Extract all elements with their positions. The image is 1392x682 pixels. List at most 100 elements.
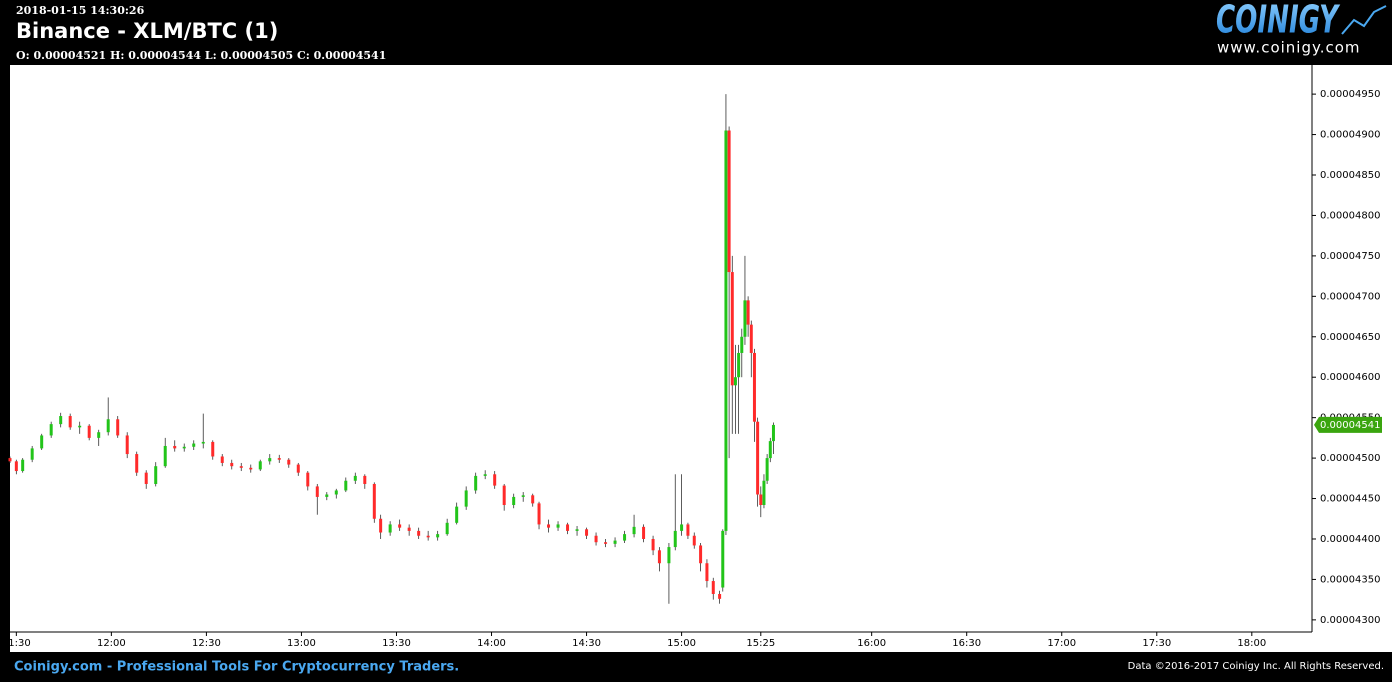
candle-body <box>436 534 440 538</box>
y-tick-label: 0.00004450 <box>1320 494 1380 505</box>
plot-area <box>10 65 1392 652</box>
candle-body <box>531 495 535 504</box>
y-tick-label: 0.00004350 <box>1320 574 1380 585</box>
candle-body <box>258 461 262 470</box>
candle-body <box>239 466 243 468</box>
x-tick-label: 18:00 <box>1237 638 1266 649</box>
candle-body <box>192 443 196 447</box>
candle-body <box>771 424 775 442</box>
candle-body <box>125 435 129 455</box>
candle-body <box>455 506 459 523</box>
candle-body <box>667 547 671 564</box>
candle-body <box>749 324 753 353</box>
candle-body <box>97 432 101 438</box>
candle-body <box>49 424 53 436</box>
footer-right: Data ©2016-2017 Coinigy Inc. All Rights … <box>1128 661 1384 672</box>
logo: COINIGY <box>1216 0 1340 42</box>
candle-body <box>388 524 392 533</box>
candle-body <box>230 462 234 467</box>
candle-body <box>613 540 617 544</box>
candle-body <box>724 130 728 531</box>
candle-body <box>363 475 367 484</box>
x-tick-label: 15:25 <box>746 638 775 649</box>
candle-body <box>632 526 636 535</box>
candle-body <box>721 530 725 588</box>
candle-body <box>277 458 281 460</box>
candle-body <box>144 472 148 484</box>
x-tick-label: 12:30 <box>192 638 221 649</box>
candle-body <box>173 445 177 449</box>
candle-body <box>575 529 579 531</box>
candle-body <box>705 563 709 582</box>
candle-body <box>733 377 737 386</box>
candle-body <box>315 486 319 497</box>
candle-body <box>40 435 44 449</box>
candle-body <box>445 522 449 535</box>
x-tick-label: 15:00 <box>667 638 696 649</box>
candle-body <box>78 425 82 428</box>
candle-body <box>737 352 741 378</box>
candle-body <box>512 496 516 506</box>
logo-icon <box>1341 5 1387 35</box>
candle-body <box>268 458 272 462</box>
candle-body <box>556 524 560 528</box>
candle-body <box>585 529 589 536</box>
last-price-box <box>1314 416 1382 433</box>
candle-body <box>163 445 167 467</box>
candle-body <box>483 474 487 476</box>
chart-title: Binance - XLM/BTC (1) <box>16 19 278 43</box>
candle-body <box>68 416 72 428</box>
candle-body <box>372 483 376 519</box>
candle-body <box>407 527 411 531</box>
candle-body <box>287 459 291 465</box>
candle-body <box>756 421 760 495</box>
candle-body <box>692 535 696 546</box>
candle-body <box>116 419 120 436</box>
candle-body <box>464 490 468 507</box>
y-tick-label: 0.00004600 <box>1320 372 1380 383</box>
candle-body <box>8 458 12 462</box>
y-tick-label: 0.00004400 <box>1320 534 1380 545</box>
candle-body <box>547 524 551 528</box>
candle-body <box>493 474 497 486</box>
y-tick-label: 0.00004750 <box>1320 251 1380 262</box>
y-tick-label: 0.00004700 <box>1320 291 1380 302</box>
candle-body <box>182 446 186 449</box>
x-tick-label: 11:30 <box>2 638 31 649</box>
candle-body <box>537 503 541 525</box>
x-tick-label: 16:30 <box>952 638 981 649</box>
candle-body <box>604 542 608 544</box>
y-tick-label: 0.00004500 <box>1320 453 1380 464</box>
x-tick-label: 13:30 <box>382 638 411 649</box>
y-tick-label: 0.00004800 <box>1320 210 1380 221</box>
x-tick-label: 13:00 <box>287 638 316 649</box>
candle-body <box>344 480 348 491</box>
candle-body <box>426 535 430 538</box>
y-tick-label: 0.00004900 <box>1320 130 1380 141</box>
x-tick-label: 17:00 <box>1047 638 1076 649</box>
candle-body <box>727 130 731 273</box>
candle-body <box>211 441 215 457</box>
logo-url: www.coinigy.com <box>1217 39 1361 57</box>
x-tick-label: 12:00 <box>97 638 126 649</box>
x-tick-label: 14:00 <box>477 638 506 649</box>
y-tick-label: 0.00004300 <box>1320 615 1380 626</box>
candle-body <box>746 300 750 325</box>
candle-body <box>718 593 722 599</box>
footer-left: Coinigy.com - Professional Tools For Cry… <box>14 660 459 675</box>
candle-body <box>21 459 25 472</box>
candle-body <box>59 416 63 425</box>
candle-body <box>87 425 91 438</box>
candle-body <box>730 272 734 386</box>
candle-body <box>673 530 677 548</box>
candle-body <box>14 461 18 472</box>
last-price-label: 0.00004541 <box>1320 420 1380 431</box>
x-tick-label: 16:00 <box>857 638 886 649</box>
candle-body <box>201 441 205 444</box>
candle-body <box>154 466 158 484</box>
candle-body <box>521 495 525 497</box>
candle-body <box>740 336 744 353</box>
x-axis: 11:30 12:00 12:30 13:00 13:30 14:00 14:30 15:00… <box>2 638 1266 649</box>
candle-body <box>220 456 224 463</box>
